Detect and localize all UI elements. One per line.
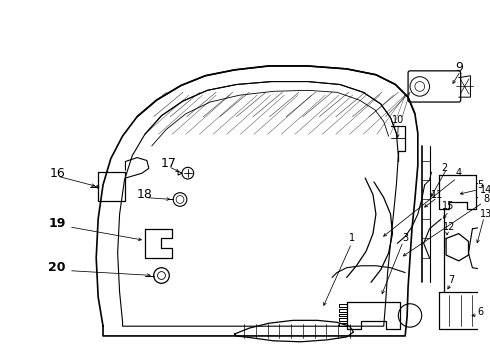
Text: 20: 20	[49, 261, 66, 274]
Text: 17: 17	[160, 157, 176, 170]
Text: 13: 13	[480, 209, 490, 219]
Text: 15: 15	[442, 201, 454, 211]
Text: 18: 18	[137, 188, 153, 201]
Text: 12: 12	[443, 222, 455, 232]
Text: 19: 19	[49, 217, 66, 230]
Text: 4: 4	[456, 168, 462, 178]
Text: 16: 16	[49, 167, 65, 180]
Text: 1: 1	[348, 234, 355, 243]
Text: 8: 8	[483, 194, 489, 204]
Text: 10: 10	[392, 114, 404, 125]
Text: 14: 14	[480, 185, 490, 195]
Text: 7: 7	[448, 275, 454, 285]
Text: 3: 3	[402, 234, 408, 243]
Text: 9: 9	[455, 62, 463, 75]
Text: 5: 5	[477, 180, 483, 190]
Text: 11: 11	[431, 190, 443, 199]
Text: 2: 2	[441, 163, 447, 173]
Text: 6: 6	[477, 307, 483, 316]
